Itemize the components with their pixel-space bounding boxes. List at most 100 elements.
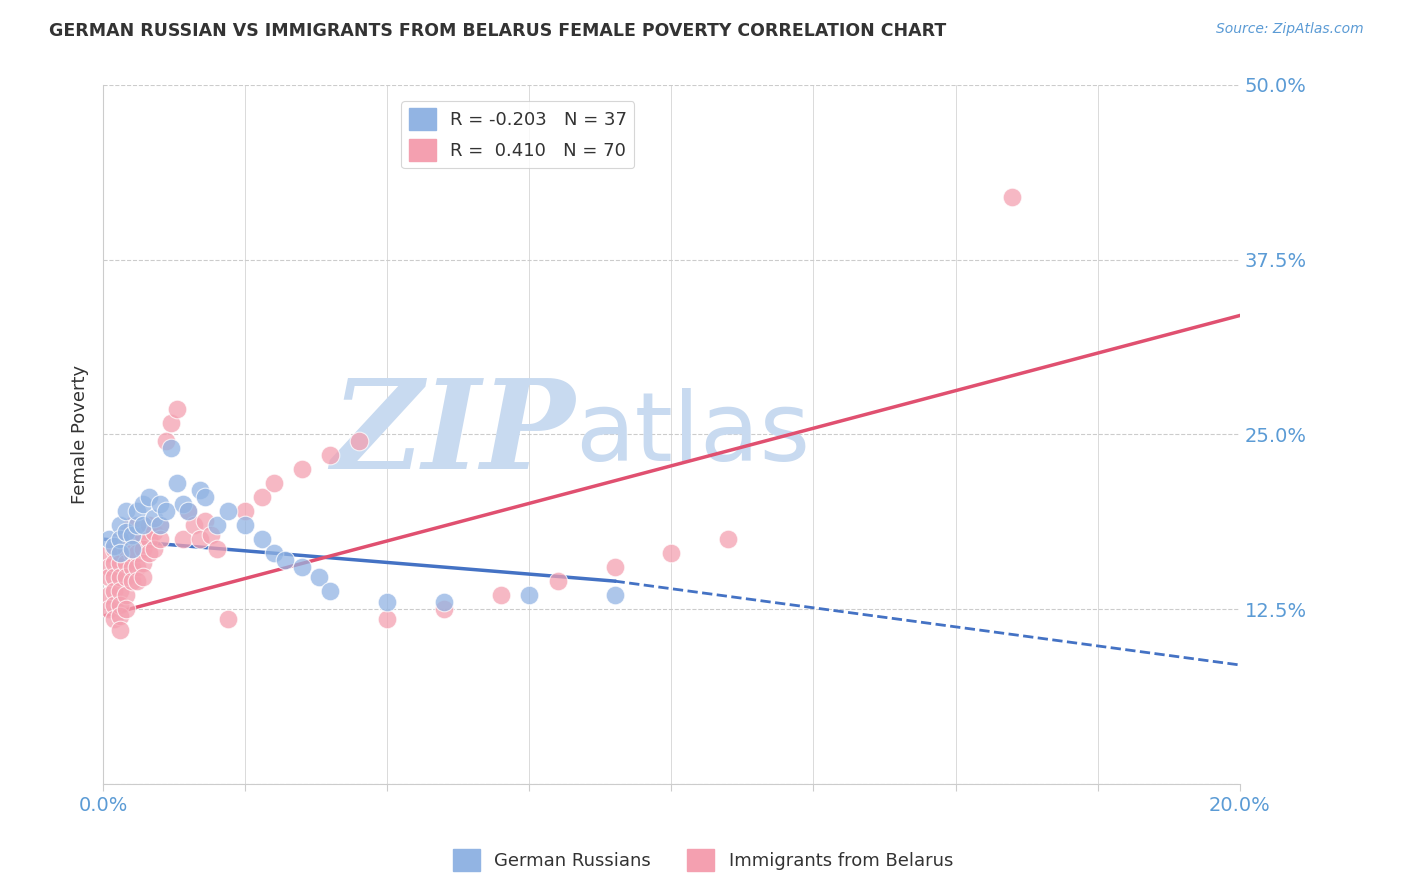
Point xyxy=(115,541,138,556)
Point xyxy=(108,546,131,560)
Point xyxy=(127,504,149,518)
Point xyxy=(115,525,138,540)
Point xyxy=(143,525,166,540)
Text: Source: ZipAtlas.com: Source: ZipAtlas.com xyxy=(1216,22,1364,37)
Point xyxy=(183,518,205,533)
Point xyxy=(121,574,143,588)
Point xyxy=(115,570,138,584)
Point xyxy=(97,560,120,574)
Text: ZIP: ZIP xyxy=(330,374,575,495)
Point xyxy=(177,504,200,518)
Point xyxy=(319,448,342,462)
Point xyxy=(132,528,155,542)
Point xyxy=(252,532,274,546)
Point xyxy=(188,483,211,498)
Text: atlas: atlas xyxy=(575,388,810,481)
Point xyxy=(97,602,120,616)
Point xyxy=(252,490,274,504)
Point xyxy=(103,541,125,556)
Point xyxy=(108,609,131,624)
Point xyxy=(138,532,160,546)
Point xyxy=(149,532,172,546)
Point xyxy=(121,532,143,546)
Point xyxy=(115,602,138,616)
Point xyxy=(217,612,239,626)
Point xyxy=(127,532,149,546)
Point xyxy=(149,518,172,533)
Legend: German Russians, Immigrants from Belarus: German Russians, Immigrants from Belarus xyxy=(446,842,960,879)
Point xyxy=(263,476,285,491)
Point xyxy=(308,570,330,584)
Point xyxy=(717,532,740,546)
Point xyxy=(194,490,217,504)
Point xyxy=(103,598,125,612)
Point xyxy=(188,532,211,546)
Point xyxy=(603,560,626,574)
Point xyxy=(661,546,683,560)
Point xyxy=(155,434,177,449)
Point xyxy=(172,497,194,511)
Point xyxy=(160,416,183,430)
Point xyxy=(108,570,131,584)
Point xyxy=(160,442,183,456)
Point xyxy=(263,546,285,560)
Point xyxy=(108,556,131,570)
Point xyxy=(121,528,143,542)
Point xyxy=(375,612,398,626)
Point xyxy=(108,532,131,546)
Point xyxy=(121,546,143,560)
Point xyxy=(319,583,342,598)
Point xyxy=(103,539,125,553)
Point xyxy=(547,574,569,588)
Point xyxy=(205,541,228,556)
Point xyxy=(115,556,138,570)
Point xyxy=(97,588,120,602)
Point xyxy=(166,402,188,417)
Point xyxy=(489,588,512,602)
Point xyxy=(291,462,314,476)
Point xyxy=(115,528,138,542)
Point xyxy=(127,574,149,588)
Point xyxy=(155,504,177,518)
Point xyxy=(97,532,120,546)
Point xyxy=(127,560,149,574)
Point xyxy=(205,518,228,533)
Point xyxy=(121,541,143,556)
Point xyxy=(108,598,131,612)
Point xyxy=(274,553,297,567)
Point xyxy=(233,518,256,533)
Point xyxy=(138,518,160,533)
Point xyxy=(108,518,131,533)
Point xyxy=(166,476,188,491)
Point xyxy=(172,532,194,546)
Point xyxy=(375,595,398,609)
Text: GERMAN RUSSIAN VS IMMIGRANTS FROM BELARUS FEMALE POVERTY CORRELATION CHART: GERMAN RUSSIAN VS IMMIGRANTS FROM BELARU… xyxy=(49,22,946,40)
Point xyxy=(132,497,155,511)
Point xyxy=(103,570,125,584)
Point xyxy=(291,560,314,574)
Point xyxy=(200,528,222,542)
Point xyxy=(132,541,155,556)
Point xyxy=(108,623,131,637)
Point xyxy=(517,588,540,602)
Point xyxy=(132,556,155,570)
Point xyxy=(121,518,143,533)
Point xyxy=(115,588,138,602)
Point xyxy=(194,514,217,528)
Point xyxy=(433,595,456,609)
Y-axis label: Female Poverty: Female Poverty xyxy=(72,365,89,504)
Point xyxy=(138,546,160,560)
Point xyxy=(143,541,166,556)
Point xyxy=(103,556,125,570)
Point xyxy=(149,497,172,511)
Point xyxy=(103,583,125,598)
Point xyxy=(132,518,155,533)
Point xyxy=(177,504,200,518)
Point xyxy=(149,518,172,533)
Point xyxy=(217,504,239,518)
Point xyxy=(97,570,120,584)
Point xyxy=(103,612,125,626)
Point xyxy=(97,546,120,560)
Point xyxy=(1001,190,1024,204)
Point xyxy=(108,532,131,546)
